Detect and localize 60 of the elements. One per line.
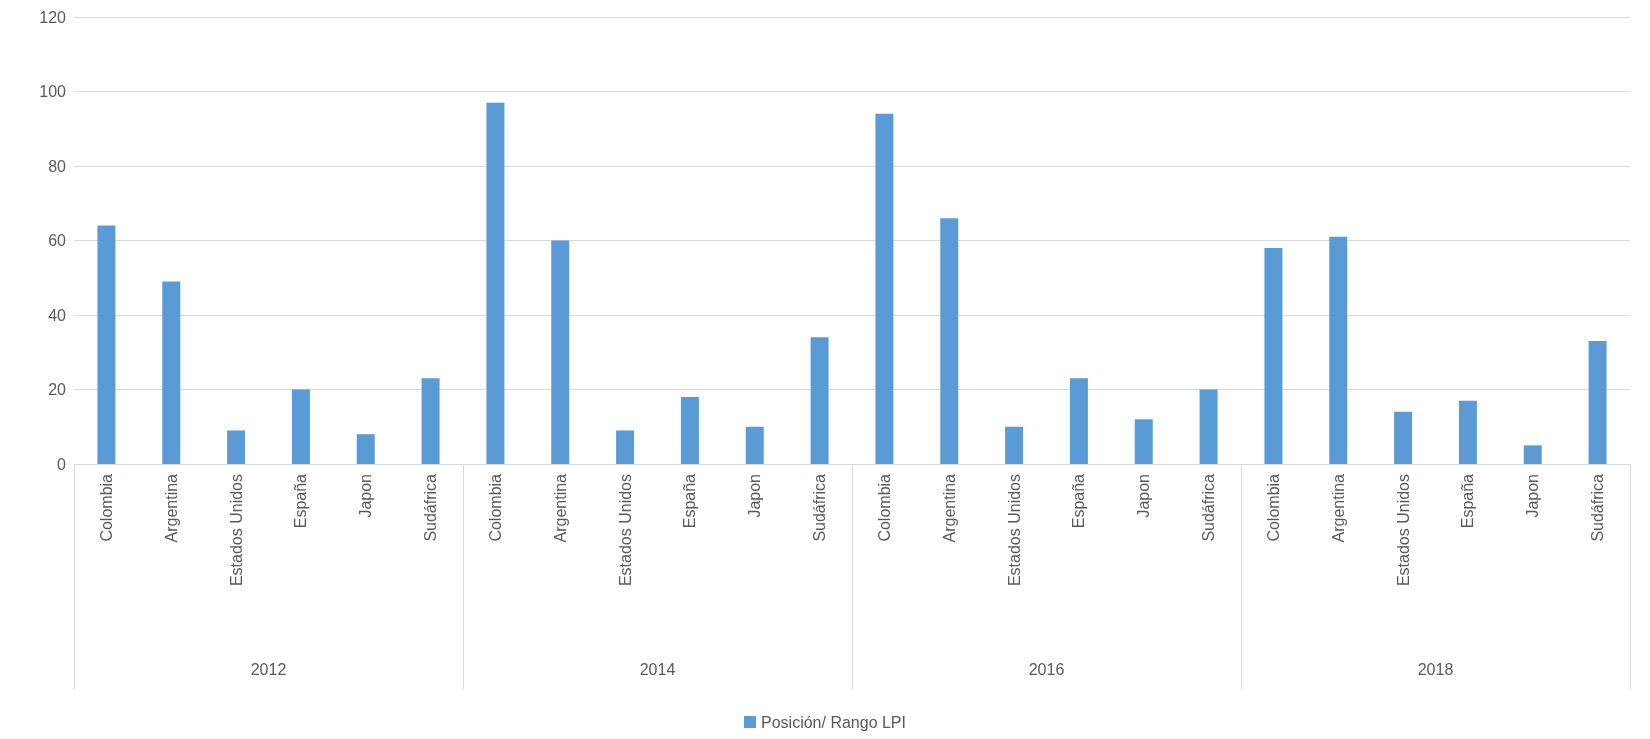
bar bbox=[486, 102, 505, 464]
bar bbox=[1588, 341, 1607, 464]
bar bbox=[227, 430, 246, 464]
x-tick-label: Sudáfrica bbox=[1200, 473, 1218, 542]
bar bbox=[1005, 426, 1024, 464]
x-tick-label: Estados Unidos bbox=[1394, 474, 1412, 587]
x-tick-label: Colombia bbox=[875, 473, 893, 542]
x-tick-label: Sudáfrica bbox=[422, 473, 440, 542]
x-tick-label: Estados Unidos bbox=[616, 474, 634, 587]
x-tick-label: España bbox=[292, 473, 310, 529]
bar bbox=[1199, 389, 1218, 464]
x-tick-label: Colombia bbox=[1264, 473, 1282, 542]
bar bbox=[1523, 445, 1542, 464]
x-tick-label: Estados Unidos bbox=[1005, 474, 1023, 587]
x-tick-label: Argentina bbox=[940, 473, 958, 543]
y-tick-label: 60 bbox=[48, 232, 67, 249]
x-tick-label: Argentina bbox=[551, 473, 569, 543]
text: 2016 bbox=[1028, 661, 1065, 679]
x-tick-label: Sudáfrica bbox=[1589, 473, 1607, 542]
bar bbox=[291, 389, 310, 464]
x-tick-label: España bbox=[681, 473, 699, 529]
bar bbox=[680, 396, 699, 464]
text: 2014 bbox=[639, 661, 676, 679]
bar bbox=[875, 113, 894, 464]
bar bbox=[356, 434, 375, 464]
bar bbox=[162, 281, 181, 464]
y-tick-label: 80 bbox=[48, 157, 67, 175]
x-tick-label: Japon bbox=[357, 474, 375, 518]
bar bbox=[616, 430, 635, 464]
bar bbox=[810, 337, 829, 464]
bar bbox=[421, 378, 440, 464]
x-tick-label: Japon bbox=[1524, 474, 1542, 518]
bar bbox=[940, 218, 959, 464]
x-tick-label: Argentina bbox=[162, 473, 180, 543]
x-tick-label: Sudáfrica bbox=[811, 473, 829, 542]
x-tick-label: Estados Unidos bbox=[227, 474, 245, 587]
bar bbox=[745, 426, 764, 464]
y-tick-label: 20 bbox=[48, 381, 67, 398]
bar bbox=[1264, 247, 1283, 464]
x-tick-label: Argentina bbox=[1329, 473, 1347, 543]
bar bbox=[551, 240, 570, 464]
y-tick-label: 0 bbox=[57, 455, 67, 473]
bar bbox=[1069, 378, 1088, 464]
y-tick-label: 100 bbox=[39, 83, 67, 100]
bar bbox=[1458, 400, 1477, 464]
bar bbox=[1134, 419, 1153, 464]
x-tick-label: Japon bbox=[1135, 474, 1153, 518]
text: 2018 bbox=[1417, 661, 1454, 679]
x-tick-label: España bbox=[1459, 473, 1477, 529]
text: 2012 bbox=[250, 661, 287, 679]
bar bbox=[1394, 411, 1413, 464]
x-tick-label: Colombia bbox=[97, 473, 115, 542]
bar bbox=[1329, 236, 1348, 464]
x-tick-label: Japon bbox=[746, 474, 764, 518]
x-tick-label: Colombia bbox=[486, 473, 504, 542]
legend-label: Posición/ Rango LPI bbox=[761, 713, 906, 731]
y-tick-label: 120 bbox=[39, 8, 67, 26]
y-tick-label: 40 bbox=[48, 306, 67, 324]
x-tick-label: España bbox=[1070, 473, 1088, 529]
bar bbox=[97, 225, 116, 464]
